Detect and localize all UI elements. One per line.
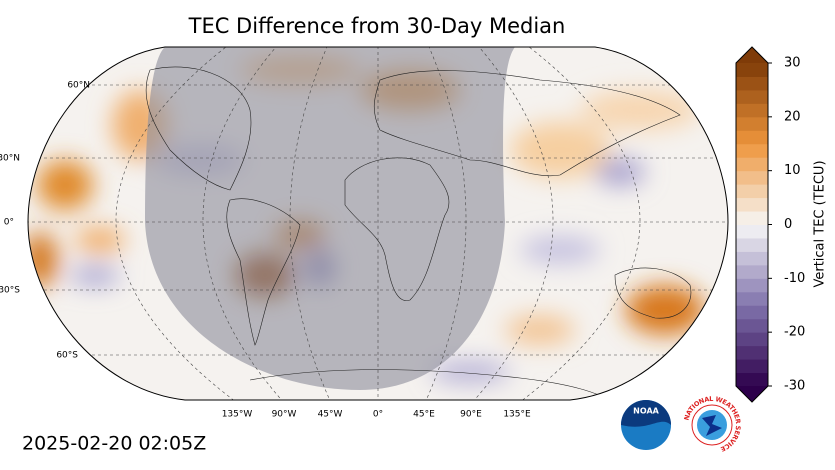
colorbar-extend-bottom xyxy=(736,386,768,402)
noaa-text: NOAA xyxy=(633,407,659,416)
lon-label: 45°E xyxy=(413,410,435,420)
colorbar-band xyxy=(736,157,768,172)
graticule-labels: 60°N 30°N 0° 30°S 60°S 135°W 90°W 45°W 0° 45°E 90°… xyxy=(0,81,531,420)
colorbar-band xyxy=(736,305,768,320)
lon-label: 135°W xyxy=(222,410,253,420)
colorbar-band xyxy=(736,130,768,145)
colorbar-band xyxy=(736,251,768,266)
colorbar-band xyxy=(736,318,768,333)
colorbar-band xyxy=(736,211,768,225)
colorbar-tick-label: -30 xyxy=(784,379,805,394)
meridian xyxy=(289,47,333,400)
lon-label: 90°W xyxy=(272,410,297,420)
lon-label: 90°E xyxy=(460,410,482,420)
colorbar-tick-label: -10 xyxy=(784,271,805,286)
colorbar-band xyxy=(736,345,768,360)
colorbar-band xyxy=(736,89,768,104)
colorbar-band xyxy=(736,291,768,306)
colorbar-band xyxy=(736,103,768,118)
nws-bolt xyxy=(702,415,722,436)
colorbar-band xyxy=(736,359,768,374)
colorbar-band xyxy=(736,170,768,185)
colorbar-band xyxy=(736,372,768,387)
meridian xyxy=(202,47,287,400)
title: TEC Difference from 30-Day Median xyxy=(188,14,566,38)
colorbar-band xyxy=(736,237,768,252)
nws-logo: NATIONAL WEATHER SERVICE xyxy=(682,395,742,453)
colorbar-tick-label: 30 xyxy=(784,56,801,71)
colorbar-tick-label: 20 xyxy=(784,109,801,124)
lat-label: 30°S xyxy=(0,286,20,296)
map xyxy=(28,47,728,400)
colorbar-extend-top xyxy=(736,47,768,63)
lat-label: 60°S xyxy=(56,351,78,361)
lat-label: 0° xyxy=(4,218,14,228)
coastlines xyxy=(145,66,692,400)
noaa-logo: NOAA xyxy=(621,400,671,450)
lon-label: 0° xyxy=(373,410,383,420)
map-border xyxy=(27,46,729,401)
colorbar-tick-label: 0 xyxy=(784,217,792,232)
colorbar-band xyxy=(736,264,768,279)
colorbar-tick-label: -20 xyxy=(784,325,805,340)
lat-label: 30°N xyxy=(0,154,20,164)
lat-label: 60°N xyxy=(67,81,90,91)
meridian xyxy=(469,47,554,400)
colorbar-label: Vertical TEC (TECU) xyxy=(813,160,828,287)
lon-label: 45°W xyxy=(318,410,343,420)
colorbar-tick-label: 10 xyxy=(784,163,801,178)
noaa-top xyxy=(621,400,671,427)
colorbar-band xyxy=(736,184,768,199)
lon-label: 135°E xyxy=(503,410,531,420)
meridian xyxy=(423,47,467,400)
timestamp: 2025-02-20 02:05Z xyxy=(22,433,206,455)
colorbar-band xyxy=(736,116,768,131)
graticule xyxy=(28,47,728,400)
colorbar-band xyxy=(736,76,768,91)
night-region xyxy=(145,47,515,390)
colorbar-band xyxy=(736,332,768,347)
colorbar-band xyxy=(736,278,768,293)
colorbar: -30 -20 -10 0 10 20 30 xyxy=(735,46,805,403)
colorbar-band xyxy=(736,224,768,239)
colorbar-band xyxy=(736,63,768,77)
colorbar-band xyxy=(736,197,768,212)
colorbar-band xyxy=(736,143,768,158)
